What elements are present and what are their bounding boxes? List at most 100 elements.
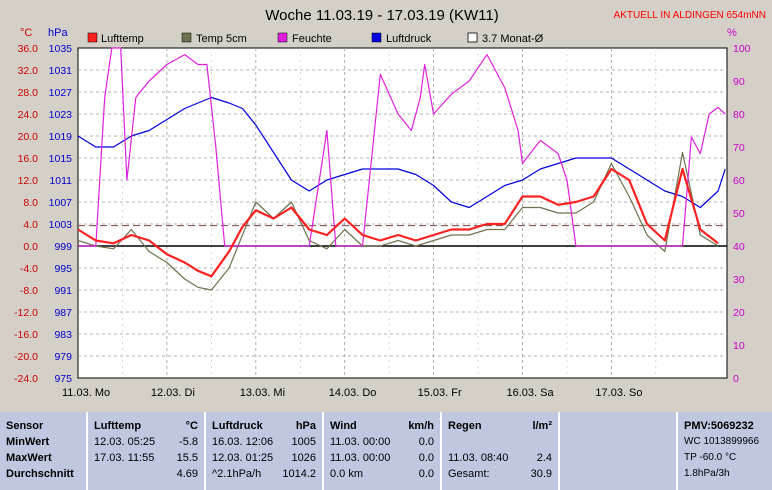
- y-tick-pressure: 1035: [49, 43, 73, 55]
- y-tick-pressure: 979: [54, 351, 72, 363]
- y-tick-temp: 4.0: [23, 219, 38, 231]
- stats-date: 0.0 km: [330, 468, 364, 480]
- legend-swatch-lufttemp: [87, 32, 98, 43]
- stats-value: 0.0: [418, 436, 434, 448]
- legend-swatch-luftdruck: [371, 32, 382, 43]
- legend-swatch-temp5cm: [181, 32, 192, 43]
- y-tick-pressure: 987: [54, 307, 72, 319]
- stats-value: 1026: [291, 452, 316, 464]
- y-tick-pressure: 995: [54, 263, 72, 275]
- stats-unit-wind: km/h: [408, 420, 434, 432]
- x-tick-label: 17.03. So: [595, 387, 642, 399]
- y-tick-pressure: 1023: [49, 109, 73, 121]
- stats-value: 30.9: [530, 468, 552, 480]
- y-tick-humidity: 60: [733, 175, 745, 187]
- x-tick-label: 13.03. Mi: [240, 387, 285, 399]
- stats-date: Gesamt:: [448, 468, 490, 480]
- plot-area: [77, 47, 728, 379]
- stats-pmv-value: 1.8hPa/3h: [684, 468, 730, 479]
- stats-value: 1014.2: [282, 468, 316, 480]
- y-tick-pressure: 1003: [49, 219, 73, 231]
- stats-header-luftdruck: Luftdruck: [212, 420, 263, 432]
- stats-panel: Sensor MinWert MaxWert Durchschnitt Luft…: [0, 412, 772, 490]
- station-label: AKTUELL IN ALDINGEN 654mNN: [614, 10, 766, 21]
- stats-value: 0.0: [418, 452, 434, 464]
- stats-header-pmv: PMV:5069232: [684, 420, 754, 432]
- legend-label-luftdruck: Luftdruck: [386, 33, 432, 45]
- stats-unit-regen: l/m²: [532, 420, 552, 432]
- legend: Lufttemp Temp 5cm Feuchte Luftdruck 3.7 …: [87, 32, 544, 45]
- series-luftdruck: [77, 96, 726, 209]
- series-temp-5cm: [77, 151, 719, 291]
- y-tick-temp: 20.0: [18, 131, 39, 143]
- unit-temp: °C: [20, 27, 32, 39]
- y-tick-pressure: 991: [54, 285, 72, 297]
- stats-header-wind: Wind: [330, 420, 357, 432]
- y-tick-temp: -8.0: [20, 285, 38, 297]
- y-tick-humidity: 80: [733, 109, 745, 121]
- unit-pressure: hPa: [48, 27, 68, 39]
- legend-label-monat: 3.7 Monat-Ø: [482, 33, 544, 45]
- y-tick-humidity: 50: [733, 208, 745, 220]
- unit-humidity: %: [727, 27, 737, 39]
- y-tick-temp: 16.0: [18, 153, 39, 165]
- y-tick-humidity: 90: [733, 76, 745, 88]
- y-tick-temp: 0.0: [23, 241, 38, 253]
- x-tick-label: 15.03. Fr: [418, 387, 462, 399]
- y-tick-temp: -24.0: [14, 373, 38, 385]
- x-tick-label: 11.03. Mo: [62, 387, 110, 399]
- stats-date: 12.03. 05:25: [94, 436, 156, 448]
- y-tick-pressure: 1019: [49, 131, 73, 143]
- y-tick-temp: -16.0: [14, 329, 38, 341]
- stats-row-label: MaxWert: [6, 452, 52, 464]
- legend-swatch-monat: [467, 32, 478, 43]
- stats-unit-lufttemp: °C: [185, 420, 198, 432]
- stats-header-sensor: Sensor: [6, 420, 44, 432]
- stats-date: 11.03. 08:40: [448, 452, 509, 464]
- stats-date: 17.03. 11:55: [94, 452, 155, 464]
- stats-col-regen: Regen l/m² 11.03. 08:40 2.4 Gesamt: 30.9: [442, 412, 560, 490]
- stats-value: -5.8: [179, 436, 198, 448]
- y-tick-temp: 28.0: [18, 87, 39, 99]
- y-tick-temp: -12.0: [14, 307, 38, 319]
- y-tick-humidity: 100: [733, 43, 751, 55]
- y-tick-temp: 12.0: [18, 175, 39, 187]
- stats-col-luftdruck: Luftdruck hPa 16.03. 12:06 1005 12.03. 0…: [206, 412, 324, 490]
- stats-header-lufttemp: Lufttemp: [94, 420, 142, 432]
- stats-date: ^2.1hPa/h: [212, 468, 262, 480]
- y-tick-temp: -4.0: [20, 263, 38, 275]
- series-feuchte: [78, 47, 726, 247]
- x-tick-label: 14.03. Do: [329, 387, 377, 399]
- stats-pmv-value: WC 1013899966: [684, 436, 760, 447]
- y-tick-pressure: 983: [54, 329, 72, 341]
- stats-date: 11.03. 00:00: [330, 436, 391, 448]
- y-tick-temp: 8.0: [23, 197, 38, 209]
- y-tick-temp: 36.0: [18, 43, 39, 55]
- stats-unit-luftdruck: hPa: [295, 420, 316, 432]
- y-tick-humidity: 30: [733, 274, 745, 286]
- stats-header-regen: Regen: [448, 420, 482, 432]
- stats-row-label: Durchschnitt: [6, 468, 74, 480]
- weather-chart: 36.0 1035 32.0 1031 28.0 1027 24.0 1023 20.0 1019…: [14, 7, 766, 399]
- stats-date: 16.03. 12:06: [212, 436, 274, 448]
- y-tick-pressure: 1031: [49, 65, 73, 77]
- y-tick-temp: 24.0: [18, 109, 39, 121]
- stats-value: 15.5: [176, 452, 198, 464]
- y-tick-pressure: 1027: [49, 87, 73, 99]
- chart-grid: [77, 47, 728, 379]
- y-tick-pressure: 1015: [49, 153, 73, 165]
- y-tick-humidity: 20: [733, 307, 745, 319]
- y-tick-temp: -20.0: [14, 351, 38, 363]
- y-tick-pressure: 1007: [49, 197, 73, 209]
- y-tick-temp: 32.0: [18, 65, 39, 77]
- stats-col-lufttemp: Lufttemp °C 12.03. 05:25 -5.8 17.03. 11:…: [88, 412, 206, 490]
- axes-layer: 36.0 1035 32.0 1031 28.0 1027 24.0 1023 20.0 1019…: [14, 43, 751, 399]
- y-tick-pressure: 975: [54, 373, 72, 385]
- chart-title: Woche 11.03.19 - 17.03.19 (KW11): [265, 7, 498, 24]
- y-tick-humidity: 70: [733, 142, 745, 154]
- y-tick-pressure: 1011: [49, 175, 72, 187]
- stats-value: 0.0: [418, 468, 434, 480]
- x-tick-label: 12.03. Di: [151, 387, 195, 399]
- legend-label-feuchte: Feuchte: [292, 33, 332, 45]
- y-tick-pressure: 999: [54, 241, 72, 253]
